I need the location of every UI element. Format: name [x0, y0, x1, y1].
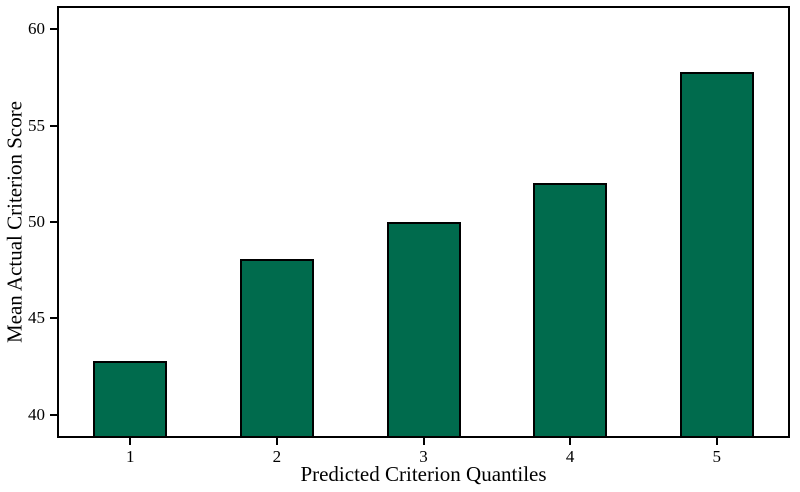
x-tick-label: 3 — [419, 447, 428, 466]
x-tick-label: 5 — [712, 447, 721, 466]
y-tick-mark — [50, 28, 57, 31]
y-tick-label: 50 — [28, 212, 45, 231]
bar-quantile-3 — [386, 222, 461, 438]
bar-quantile-5 — [679, 71, 754, 438]
x-tick-mark — [569, 438, 572, 445]
x-tick-label: 4 — [565, 447, 575, 466]
y-tick-mark — [50, 221, 57, 223]
y-tick-mark — [50, 413, 57, 416]
y-tick-mark — [50, 124, 57, 127]
y-tick-label: 45 — [28, 308, 45, 328]
y-tick-label: 40 — [28, 404, 45, 424]
x-tick-mark — [422, 438, 425, 445]
y-tick-mark — [50, 317, 57, 320]
bar-quantile-1 — [93, 360, 168, 438]
x-tick-mark — [715, 438, 718, 445]
x-tick-label: 1 — [126, 447, 135, 466]
x-tick-label: 2 — [272, 447, 282, 466]
x-axis-title: Predicted Criterion Quantiles — [300, 462, 547, 486]
x-tick-mark — [275, 438, 278, 445]
bar-quantile-4 — [533, 183, 608, 438]
y-tick-label: 60 — [28, 19, 45, 39]
x-tick-mark — [129, 438, 132, 445]
y-tick-label: 55 — [28, 115, 45, 135]
bar-quantile-2 — [239, 258, 314, 438]
